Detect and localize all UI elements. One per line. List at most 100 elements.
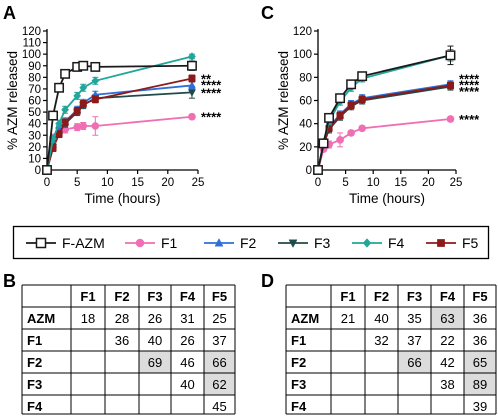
chart-c-x-tick-label: 5 <box>342 177 348 189</box>
chart-c-series-f4 <box>314 49 455 175</box>
table-d-cell: 42 <box>440 355 454 370</box>
table-b-column-header: F4 <box>180 289 196 304</box>
table-d-highlight-cell <box>464 351 496 373</box>
table-b-cell: 28 <box>115 311 129 326</box>
table-b-row-header: AZM <box>27 311 55 326</box>
chart-c-significance: **** <box>459 77 480 92</box>
chart-a-point-f5 <box>55 130 63 138</box>
chart-a-y-tick-label: 0 <box>35 165 41 177</box>
chart-c-y-tick-label: 80 <box>299 72 312 84</box>
table-b-row-header: F3 <box>27 377 42 392</box>
table-b-row-header: F2 <box>27 355 42 370</box>
chart-a-significance: **** <box>201 85 222 100</box>
chart-a-y-tick-label: 80 <box>28 72 41 84</box>
chart-c-y-axis-label: % AZM released <box>276 51 291 150</box>
table-d-column-header: F4 <box>440 289 456 304</box>
legend-label-fazm: F-AZM <box>62 235 105 251</box>
panel-label-c: C <box>261 3 274 23</box>
chart-c-x-axis-label: Time (hours) <box>349 191 425 206</box>
chart-c-x-tick-label: 20 <box>422 177 435 189</box>
table-b-column-header: F2 <box>114 289 129 304</box>
chart-c-series-f1 <box>314 115 455 174</box>
table-b-cell: 26 <box>180 333 194 348</box>
table-d-row-header: F3 <box>291 377 306 392</box>
chart-a-y-tick-label: 70 <box>28 84 41 96</box>
chart-c-y-tick-label: 120 <box>293 26 312 38</box>
chart-c-point-f1 <box>336 136 344 144</box>
chart-a-series-f4 <box>43 52 196 175</box>
chart-c-point-f1 <box>347 129 355 137</box>
legend-label-f1: F1 <box>161 235 178 251</box>
table-d-column-header: F2 <box>374 289 389 304</box>
chart-c-point-fazm <box>335 93 346 104</box>
chart-c-point-f5 <box>336 112 344 120</box>
table-b-row-header: F1 <box>27 333 42 348</box>
table-d-row-header: AZM <box>291 311 319 326</box>
table-d-cell: 22 <box>440 333 454 348</box>
table-d-cell: 38 <box>440 377 454 392</box>
chart-a-line-f2 <box>46 84 193 171</box>
chart-a-significance: **** <box>201 110 222 125</box>
table-d-cell: 21 <box>341 311 355 326</box>
chart-a-series-fazm <box>42 60 197 175</box>
chart-a-y-tick-label: 20 <box>28 142 41 154</box>
table-d-highlight-cell <box>431 307 464 329</box>
legend-label-f4: F4 <box>388 235 405 251</box>
chart-c-x-tick-label: 15 <box>394 177 407 189</box>
chart-a-point-f5 <box>79 100 87 108</box>
chart-c-point-fazm <box>313 165 323 175</box>
chart-a-y-tick-label: 50 <box>28 107 41 119</box>
table-b-cell: 37 <box>212 333 226 348</box>
chart-a-point-f4 <box>61 105 70 115</box>
table-d-cell: 37 <box>407 333 421 348</box>
table-b-column-header: F1 <box>80 289 95 304</box>
legend-marker-f2 <box>214 238 224 247</box>
chart-a-point-f2 <box>187 80 196 89</box>
chart-c-significance: **** <box>459 84 480 99</box>
chart-c-x-tick-label: 25 <box>450 177 463 189</box>
chart-a-y-tick-label: 30 <box>28 130 41 142</box>
chart-a-y-tick-label: 100 <box>22 49 41 61</box>
chart-a-point-f5 <box>73 107 81 115</box>
table-b-cell: 18 <box>81 311 95 326</box>
table-d-cell: 36 <box>473 311 487 326</box>
chart-a-point-f1 <box>188 112 196 121</box>
chart-a-y-tick-label: 40 <box>28 119 41 131</box>
chart-a-point-f1 <box>79 122 88 130</box>
chart-c-significance: **** <box>459 112 480 127</box>
chart-a-point-f4 <box>73 91 82 101</box>
chart-c-x-tick-label: 10 <box>367 177 380 189</box>
chart-a-y-tick-label: 60 <box>28 96 41 108</box>
chart-a-x-tick-label: 15 <box>131 177 144 189</box>
chart-a-x-tick-label: 0 <box>44 177 50 189</box>
chart-c-point-f5 <box>347 101 355 109</box>
chart-a-x-tick-label: 25 <box>192 177 205 189</box>
table-b-cell: 69 <box>148 355 162 370</box>
table-b-cell: 62 <box>212 377 226 392</box>
chart-c-y-tick-label: 40 <box>299 119 312 131</box>
chart-c-point-f1 <box>358 124 367 133</box>
chart-c-point-fazm <box>318 138 329 149</box>
chart-a-point-f4 <box>79 83 88 93</box>
chart-a-y-axis-label: % AZM released <box>5 51 20 150</box>
table-d-cell: 39 <box>473 399 487 414</box>
table-d-cell: 66 <box>407 355 421 370</box>
table-d-cell: 40 <box>374 311 388 326</box>
chart-a-x-tick-label: 10 <box>101 177 114 189</box>
chart-c-point-fazm <box>445 50 456 61</box>
chart-a-point-fazm <box>78 60 89 71</box>
table-d-row-header: F2 <box>291 355 306 370</box>
chart-c-x-tick-label: 0 <box>315 177 321 189</box>
chart-c-point-f1 <box>446 115 455 123</box>
legend-box <box>12 225 490 260</box>
table-d-row-header: F4 <box>291 399 307 414</box>
chart-a-point-fazm <box>187 60 197 71</box>
chart-a-y-tick-label: 120 <box>22 26 41 38</box>
legend-marker-fazm <box>35 237 47 249</box>
table-d-column-header: F5 <box>472 289 487 304</box>
chart-a-point-fazm <box>42 165 52 175</box>
legend-marker-f5 <box>437 239 445 247</box>
chart-a-y-tick-label: 90 <box>28 61 41 73</box>
